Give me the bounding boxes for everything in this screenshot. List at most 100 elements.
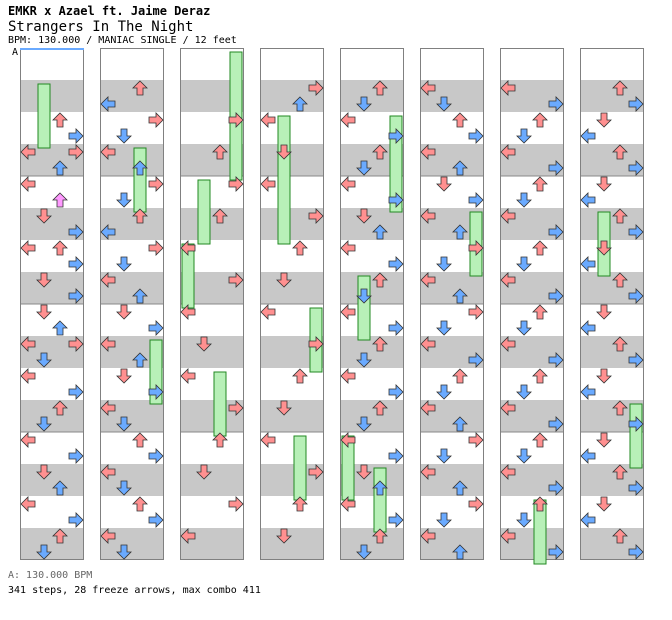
step-arrow-down <box>596 112 612 128</box>
chart-stats: 341 steps, 28 freeze arrows, max combo 4… <box>8 585 261 596</box>
step-arrow-up <box>52 528 68 544</box>
step-arrow-down <box>116 544 132 560</box>
bpm-legend: A: 130.000 BPM <box>8 570 93 581</box>
step-arrow-down <box>356 352 372 368</box>
step-arrow-down <box>516 256 532 272</box>
step-arrow-right <box>228 272 244 288</box>
step-arrow-left <box>420 208 436 224</box>
step-arrow-left <box>580 384 596 400</box>
step-arrow-up <box>292 368 308 384</box>
step-arrow-right <box>468 432 484 448</box>
step-arrow-down <box>436 176 452 192</box>
freeze-arrow <box>213 371 227 437</box>
step-arrow-right <box>548 96 564 112</box>
step-arrow-left <box>340 304 356 320</box>
step-arrow-up <box>212 144 228 160</box>
step-arrow-right <box>228 112 244 128</box>
step-arrow-up <box>452 368 468 384</box>
step-arrow-left <box>100 528 116 544</box>
step-arrow-right <box>388 512 404 528</box>
step-arrow-right <box>468 496 484 512</box>
step-arrow-left <box>580 448 596 464</box>
step-arrow-up <box>612 528 628 544</box>
step-arrow-left <box>340 496 356 512</box>
beat-stripe <box>500 368 564 400</box>
step-arrow-right <box>548 544 564 560</box>
beat-stripe <box>20 80 84 112</box>
step-arrow-down <box>356 464 372 480</box>
step-arrow-down <box>356 160 372 176</box>
freeze-arrow <box>37 83 51 149</box>
step-arrow-up <box>452 416 468 432</box>
step-arrow-right <box>628 224 644 240</box>
step-arrow-down <box>116 304 132 320</box>
step-arrow-right <box>548 288 564 304</box>
column-border <box>500 48 564 560</box>
step-arrow-down <box>116 368 132 384</box>
step-arrow-right <box>548 352 564 368</box>
freeze-body <box>629 403 643 469</box>
step-arrow-left <box>100 144 116 160</box>
beat-stripe <box>260 240 324 272</box>
beat-stripe <box>580 48 644 80</box>
step-arrow-right <box>68 224 84 240</box>
step-arrow-down <box>596 368 612 384</box>
step-arrow-left <box>340 112 356 128</box>
step-arrow-right <box>468 352 484 368</box>
step-arrow-down <box>516 128 532 144</box>
step-arrow-right <box>68 144 84 160</box>
step-arrow-up <box>212 208 228 224</box>
step-arrow-down <box>356 96 372 112</box>
beat-stripe <box>420 48 484 80</box>
step-arrow-right <box>388 448 404 464</box>
step-arrow-right <box>148 176 164 192</box>
beat-stripe <box>340 80 404 112</box>
step-arrow-down <box>36 272 52 288</box>
freeze-body <box>37 83 51 149</box>
chart-column <box>180 48 244 560</box>
step-arrow-right <box>228 496 244 512</box>
step-arrow-left <box>20 336 36 352</box>
step-arrow-down <box>36 304 52 320</box>
step-arrow-right <box>388 256 404 272</box>
step-arrow-left <box>20 432 36 448</box>
step-arrow-up <box>452 544 468 560</box>
step-arrow-up <box>452 160 468 176</box>
step-arrow-right <box>308 336 324 352</box>
step-arrow-left <box>20 240 36 256</box>
step-arrow-down <box>36 464 52 480</box>
chart-column <box>20 48 84 560</box>
step-arrow-left <box>20 144 36 160</box>
step-arrow-right <box>628 352 644 368</box>
step-arrow-down <box>596 496 612 512</box>
column-border <box>100 48 164 560</box>
freeze-body <box>213 371 227 437</box>
beat-stripe <box>340 336 404 368</box>
step-arrow-left <box>100 336 116 352</box>
step-arrow-left <box>580 512 596 528</box>
step-arrow-down <box>276 528 292 544</box>
freeze-arrow <box>277 115 291 245</box>
step-arrow-left <box>100 224 116 240</box>
beat-stripe <box>260 272 324 304</box>
step-arrow-left <box>260 304 276 320</box>
step-arrow-right <box>388 192 404 208</box>
step-arrow-up <box>612 208 628 224</box>
step-arrow-up <box>372 480 388 496</box>
step-arrow-right <box>308 464 324 480</box>
step-arrow-down <box>436 448 452 464</box>
step-arrow-up <box>532 304 548 320</box>
step-arrow-down <box>116 480 132 496</box>
step-arrow-right <box>468 240 484 256</box>
beat-stripe <box>500 432 564 464</box>
step-arrow-left <box>340 432 356 448</box>
step-arrow-up <box>52 112 68 128</box>
beat-stripe <box>420 368 484 400</box>
column-border <box>180 48 244 560</box>
step-arrow-right <box>548 160 564 176</box>
step-arrow-left <box>500 80 516 96</box>
step-arrow-right <box>148 448 164 464</box>
chart-column <box>420 48 484 560</box>
step-arrow-up <box>372 400 388 416</box>
step-arrow-up <box>52 480 68 496</box>
